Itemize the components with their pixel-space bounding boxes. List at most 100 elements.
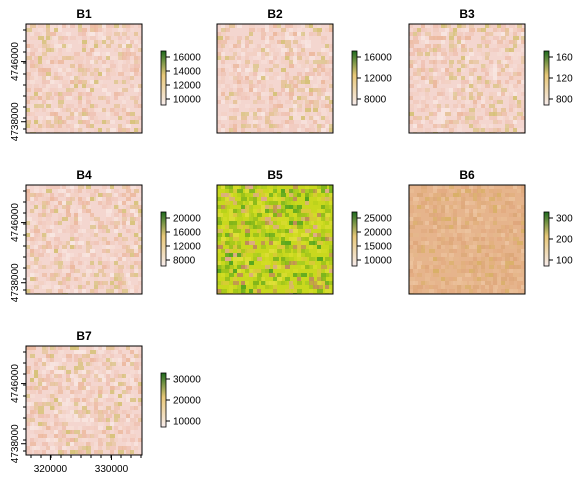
raster-cell — [42, 44, 47, 48]
raster-cell — [521, 56, 525, 60]
raster-cell — [417, 273, 422, 277]
raster-cell — [229, 245, 235, 249]
raster-cell — [449, 52, 453, 56]
raster-cell — [413, 201, 418, 205]
raster-cell — [465, 233, 471, 237]
raster-cell — [42, 197, 48, 201]
raster-cell — [102, 237, 107, 241]
raster-cell — [245, 189, 250, 193]
raster-cell — [453, 193, 459, 197]
raster-cell — [54, 434, 58, 438]
raster-cell — [94, 60, 98, 64]
raster-cell — [54, 269, 58, 273]
raster-cell — [62, 56, 67, 60]
raster-cell — [477, 197, 481, 201]
raster-cell — [98, 410, 103, 414]
raster-cell — [301, 92, 307, 96]
raster-cell — [493, 32, 497, 36]
raster-cell — [50, 253, 56, 257]
raster-cell — [70, 193, 75, 197]
raster-cell — [86, 350, 92, 354]
raster-cell — [74, 374, 79, 378]
raster-cell — [46, 60, 51, 64]
raster-cell — [54, 185, 60, 189]
raster-cell — [30, 281, 34, 285]
raster-cell — [66, 370, 71, 374]
raster-cell — [54, 394, 58, 398]
raster-cell — [245, 112, 249, 116]
legend-tick-label: 20000 — [364, 228, 392, 239]
raster-cell — [26, 354, 30, 358]
raster-cell — [70, 84, 75, 88]
raster-cell — [46, 24, 50, 28]
raster-cell — [34, 185, 39, 189]
raster-cell — [122, 76, 126, 80]
raster-cell — [289, 257, 294, 261]
raster-cell — [277, 128, 283, 132]
raster-cell — [521, 36, 525, 40]
raster-cell — [130, 64, 136, 68]
raster-cell — [417, 72, 421, 76]
raster-cell — [58, 289, 63, 293]
raster-cell — [257, 229, 261, 233]
raster-cell — [493, 269, 499, 273]
raster-cell — [70, 124, 75, 128]
raster-cell — [138, 414, 142, 418]
raster-cell — [86, 273, 91, 277]
raster-cell — [477, 273, 481, 277]
raster-cell — [437, 68, 442, 72]
raster-cell — [325, 269, 330, 273]
raster-cell — [433, 213, 438, 217]
raster-cell — [417, 221, 423, 225]
raster-cell — [453, 285, 458, 289]
raster-cell — [465, 213, 470, 217]
raster-cell — [457, 233, 462, 237]
raster-cell — [94, 273, 99, 277]
raster-cell — [301, 120, 307, 124]
raster-cell — [409, 76, 415, 80]
raster-cell — [445, 112, 451, 116]
raster-cell — [497, 217, 503, 221]
raster-cell — [42, 358, 47, 362]
raster-cell — [50, 233, 55, 237]
raster-cell — [445, 88, 449, 92]
raster-cell — [126, 213, 132, 217]
raster-cell — [285, 249, 291, 253]
raster-cell — [237, 217, 243, 221]
raster-cell — [521, 269, 525, 273]
raster-cell — [233, 257, 237, 261]
raster-cell — [38, 221, 42, 225]
raster-cell — [126, 281, 131, 285]
raster-cell — [38, 48, 42, 52]
raster-cell — [30, 237, 36, 241]
raster-cell — [233, 201, 237, 205]
raster-cell — [249, 225, 255, 229]
raster-cell — [70, 346, 76, 350]
raster-cell — [281, 201, 287, 205]
raster-cell — [277, 213, 282, 217]
raster-cell — [50, 88, 56, 92]
raster-cell — [477, 209, 481, 213]
raster-cell — [237, 24, 242, 28]
raster-cell — [110, 273, 114, 277]
raster-cell — [70, 104, 74, 108]
raster-cell — [58, 414, 63, 418]
raster-cell — [114, 430, 120, 434]
raster-cell — [217, 100, 221, 104]
raster-cell — [94, 442, 100, 446]
raster-cell — [493, 285, 498, 289]
raster-cell — [62, 414, 67, 418]
raster-cell — [58, 442, 63, 446]
x-tick-label: 320000 — [34, 464, 68, 475]
raster-cell — [309, 116, 314, 120]
raster-cell — [469, 72, 474, 76]
raster-cell — [118, 273, 124, 277]
raster-cell — [70, 76, 74, 80]
legend-color-bar — [351, 50, 358, 106]
raster-cell — [66, 285, 72, 289]
raster-cell — [513, 32, 517, 36]
raster-texture — [26, 24, 142, 133]
raster-cell — [481, 233, 487, 237]
raster-cell — [505, 197, 510, 201]
